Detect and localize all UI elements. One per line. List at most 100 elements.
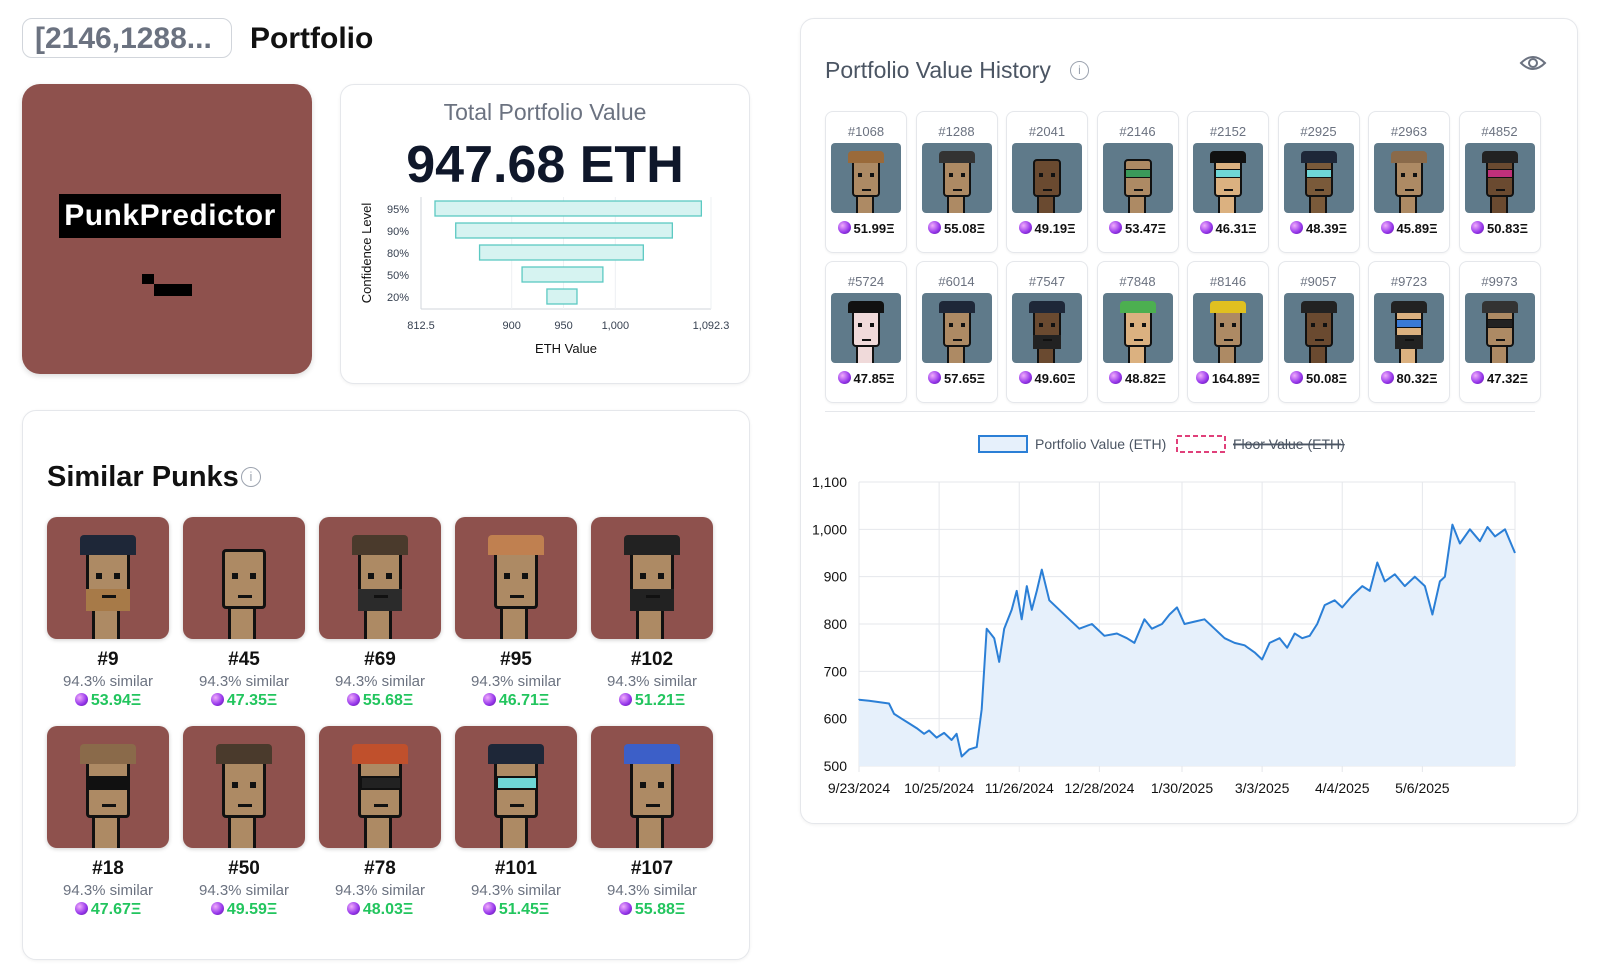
similar-punk-card[interactable]: #78 94.3% similar 48.03Ξ [319, 726, 441, 919]
punk-price-value: 49.59Ξ [226, 901, 278, 918]
eth-gem-icon [1471, 371, 1485, 384]
owned-punk-card[interactable]: #9057 50.08Ξ [1277, 261, 1360, 403]
punk-image [1374, 293, 1444, 363]
eth-gem-icon [74, 902, 88, 915]
similar-punk-card[interactable]: #107 94.3% similar 55.88Ξ [591, 726, 713, 919]
y-tick-label: 95% [387, 204, 409, 216]
own-punk-avatar [1210, 149, 1246, 213]
punk-price: 47.85Ξ [826, 371, 906, 386]
similar-punk-card[interactable]: #45 94.3% similar 47.35Ξ [183, 517, 305, 710]
y-tick-label: 1,000 [812, 521, 847, 537]
own-punk-avatar [1391, 299, 1427, 363]
info-icon[interactable]: i [241, 467, 261, 487]
punk-id: #18 [92, 858, 124, 879]
similar-punk-card[interactable]: #69 94.3% similar 55.68Ξ [319, 517, 441, 710]
punk-price-value: 46.71Ξ [498, 692, 550, 709]
similar-punk-card[interactable]: #9 94.3% similar 53.94Ξ [47, 517, 169, 710]
punk-price-value: 57.65Ξ [944, 371, 985, 386]
eye-icon[interactable] [1519, 53, 1547, 73]
own-punk-avatar [1300, 149, 1337, 213]
owned-punk-card[interactable]: #1068 51.99Ξ [825, 111, 907, 253]
punk-price-value: 45.89Ξ [1396, 221, 1438, 236]
owned-punk-card[interactable]: #2925 48.39Ξ [1277, 111, 1360, 253]
owned-punk-card[interactable]: #2041 49.19Ξ [1006, 111, 1088, 253]
y-tick-label: 80% [387, 248, 409, 260]
portfolio-value-area [859, 524, 1515, 766]
punk-image [183, 517, 305, 639]
y-tick-label: 700 [824, 663, 848, 679]
similar-punk-card[interactable]: #102 94.3% similar 51.21Ξ [591, 517, 713, 710]
punk-id: #7547 [1028, 274, 1066, 289]
similar-punk-card[interactable]: #50 94.3% similar 49.59Ξ [183, 726, 305, 919]
punk-price: 51.21Ξ [591, 692, 713, 710]
similarity-score: 94.3% similar [470, 882, 562, 899]
owned-punk-card[interactable]: #4852 50.83Ξ [1458, 111, 1541, 253]
portfolio-history-title: Portfolio Value History [825, 57, 1051, 83]
owned-punk-card[interactable]: #9973 47.32Ξ [1458, 261, 1541, 403]
owned-punk-card[interactable]: #2152 46.31Ξ [1187, 111, 1269, 253]
own-punk-avatar [848, 149, 884, 213]
similar-punk-card[interactable]: #101 94.3% similar 51.45Ξ [455, 726, 577, 919]
owned-punk-card[interactable]: #2963 45.89Ξ [1368, 111, 1450, 253]
punk-price-value: 47.32Ξ [1487, 371, 1528, 386]
punk-image [1193, 293, 1263, 363]
punk-image [319, 517, 441, 639]
eth-gem-icon [1290, 371, 1304, 384]
x-axis-label: ETH Value [535, 341, 597, 356]
punk-image [455, 517, 577, 639]
y-tick-label: 800 [824, 616, 848, 632]
punk-image [1464, 293, 1535, 363]
eth-gem-icon [346, 902, 360, 915]
punk-image [1283, 293, 1354, 363]
eth-gem-icon [837, 221, 851, 234]
punk-price: 48.82Ξ [1098, 371, 1178, 386]
punk-avatar [216, 738, 272, 848]
confidence-bar [521, 266, 604, 283]
punk-id: #2041 [1028, 124, 1066, 139]
own-punk-avatar [1119, 299, 1156, 363]
owned-punk-card[interactable]: #2146 53.47Ξ [1096, 111, 1179, 253]
owned-punk-card[interactable]: #7547 49.60Ξ [1006, 261, 1088, 403]
punk-price: 51.45Ξ [455, 901, 577, 919]
owned-punk-card[interactable]: #1288 55.08Ξ [915, 111, 998, 253]
punk-avatar [624, 529, 680, 639]
punk-image [47, 517, 169, 639]
eth-gem-icon [210, 902, 224, 915]
punk-price-value: 50.83Ξ [1487, 221, 1528, 236]
own-punk-avatar [1120, 149, 1156, 213]
similar-punk-card[interactable]: #18 94.3% similar 47.67Ξ [47, 726, 169, 919]
eth-gem-icon [1380, 371, 1394, 384]
similarity-score: 94.3% similar [334, 882, 426, 899]
own-punk-avatar [1481, 149, 1518, 213]
y-tick-label: 20% [387, 292, 409, 304]
portfolio-ids-input[interactable]: [2146,1288... [22, 18, 232, 58]
punk-price-value: 48.03Ξ [362, 901, 414, 918]
similar-punk-card[interactable]: #95 94.3% similar 46.71Ξ [455, 517, 577, 710]
punk-id: #2146 [1119, 124, 1156, 139]
punk-price: 50.83Ξ [1460, 221, 1540, 236]
similar-punks-card: Similar Punks i #9 94.3% similar 53.94Ξ #45… [22, 410, 750, 960]
own-punk-avatar [1029, 299, 1065, 363]
total-value-card: Total Portfolio Value 947.68 ETH 812.5 90… [340, 84, 750, 384]
owned-punk-card[interactable]: #6014 57.65Ξ [915, 261, 998, 403]
punk-price: 48.39Ξ [1279, 221, 1359, 236]
y-axis-label: Confidence Level [359, 203, 374, 304]
punk-id: #9057 [1300, 274, 1337, 289]
eth-gem-icon [1109, 371, 1123, 384]
owned-punk-card[interactable]: #5724 47.85Ξ [825, 261, 907, 403]
portfolio-value-chart: 500 600 700 800 900 1,000 1,100 9/23/2024 10/25/… [812, 435, 1516, 796]
info-icon[interactable]: i [1070, 61, 1089, 80]
confidence-interval-chart: 812.5 900 950 1,000 1,092.3 95% 90% 80% 50% 20% ET… [359, 197, 729, 356]
punk-avatar [624, 738, 680, 848]
owned-punk-card[interactable]: #8146 164.89Ξ [1187, 261, 1269, 403]
owned-punk-card[interactable]: #7848 48.82Ξ [1096, 261, 1179, 403]
punk-price: 45.89Ξ [1369, 221, 1449, 236]
x-tick-label: 1/30/2025 [1151, 780, 1213, 796]
similar-punks-title: Similar Punks [47, 461, 239, 493]
punk-id: #4852 [1481, 124, 1518, 139]
punk-price: 55.08Ξ [917, 221, 997, 236]
punk-price-value: 51.21Ξ [634, 692, 686, 709]
punk-price: 46.31Ξ [1188, 221, 1268, 236]
owned-punk-card[interactable]: #9723 80.32Ξ [1368, 261, 1450, 403]
confidence-bar [546, 288, 578, 305]
